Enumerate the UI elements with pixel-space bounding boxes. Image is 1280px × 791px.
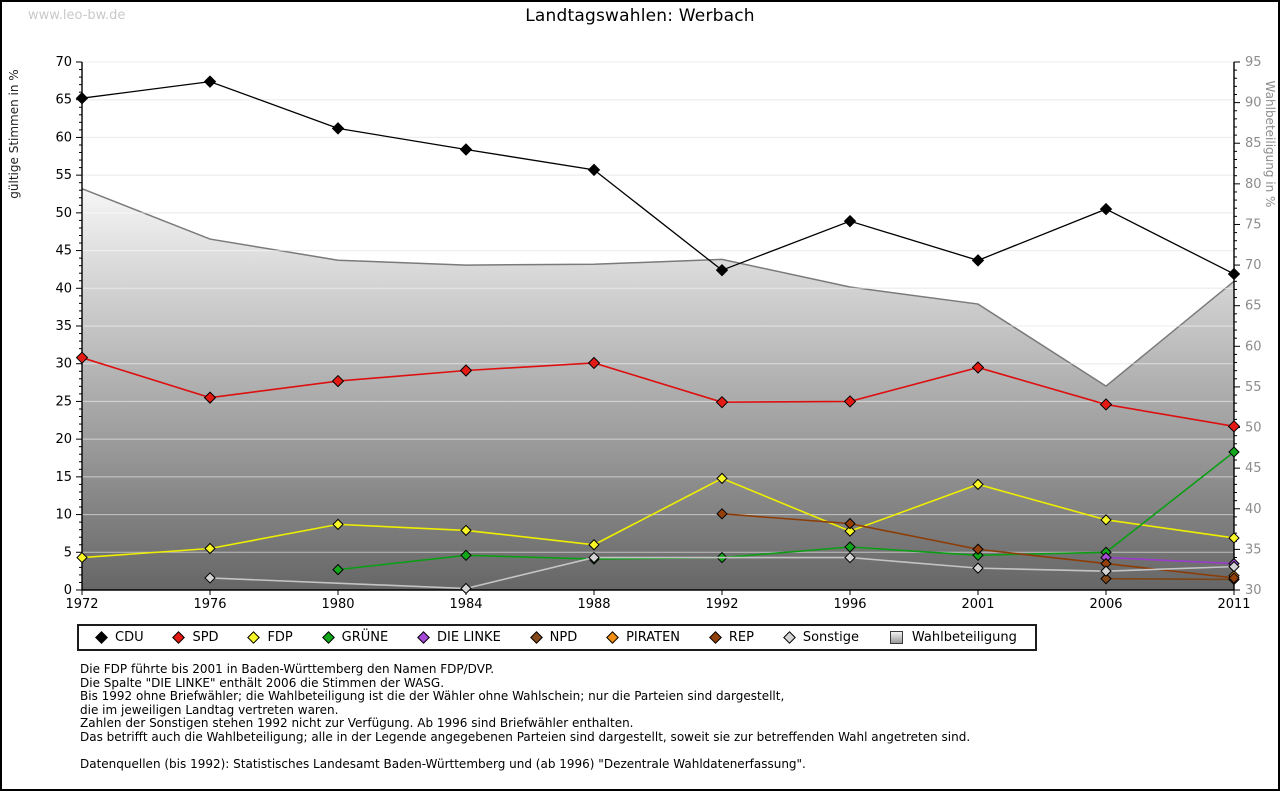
legend-item-cdu: CDU	[95, 630, 144, 645]
legend-item-fdp: FDP	[247, 630, 293, 645]
series-fdp	[76, 472, 1240, 564]
diamond-swatch-icon	[247, 631, 261, 644]
svg-text:55: 55	[1245, 380, 1262, 395]
svg-text:15: 15	[55, 470, 72, 485]
legend-label: Wahlbeteiligung	[911, 630, 1017, 645]
svg-text:1976: 1976	[193, 597, 226, 612]
diamond-swatch-icon	[95, 631, 108, 644]
series-cdu	[75, 75, 1241, 281]
legend-label: DIE LINKE	[437, 630, 501, 645]
gridlines-over	[82, 61, 1234, 553]
legend-item-gr-ne: GRÜNE	[321, 630, 389, 645]
series-sonstige	[204, 551, 1240, 595]
legend-item-npd: NPD	[529, 630, 578, 645]
diamond-swatch-icon	[529, 631, 543, 644]
svg-text:1996: 1996	[833, 597, 866, 612]
svg-text:90: 90	[1245, 96, 1262, 111]
turnout-area	[81, 188, 1235, 590]
axes: 0 5 10 15 20 25 30 35 40 45 50 55 60 65 70 30 35 40 45 50 55…	[7, 55, 1277, 612]
footnote-line: Bis 1992 ohne Briefwähler; die Wahlbetei…	[80, 689, 785, 704]
diamond-swatch-icon	[606, 631, 619, 644]
watermark: www.leo-bw.de	[28, 8, 126, 23]
legend-label: REP	[728, 630, 754, 645]
footnotes: Die FDP führte bis 2001 in Baden-Württem…	[80, 662, 971, 772]
svg-text:45: 45	[1245, 461, 1262, 476]
footnote-line: Die FDP führte bis 2001 in Baden-Württem…	[80, 662, 495, 676]
legend-item-die-linke: DIE LINKE	[417, 630, 501, 645]
svg-text:80: 80	[1245, 177, 1262, 192]
footnote-line: Datenquellen (bis 1992): Statistisches L…	[80, 757, 806, 772]
legend-item-piraten: PIRATEN	[606, 630, 681, 645]
diamond-swatch-icon	[782, 631, 796, 644]
series-rep	[716, 508, 1240, 584]
svg-text:50: 50	[1245, 421, 1262, 436]
footnote-line: Die Spalte "DIE LINKE" enthält 2006 die …	[80, 675, 445, 690]
page-title: Landtagswahlen: Werbach	[525, 6, 755, 26]
diamond-swatch-icon	[417, 631, 430, 644]
legend-item-sonstige: Sonstige	[782, 630, 860, 645]
svg-text:1988: 1988	[577, 597, 610, 612]
legend-item-rep: REP	[709, 630, 754, 645]
turnout-swatch-icon	[889, 631, 903, 644]
svg-text:30: 30	[55, 357, 72, 372]
svg-text:65: 65	[1245, 299, 1262, 314]
svg-text:40: 40	[55, 281, 72, 296]
svg-text:35: 35	[1245, 542, 1262, 557]
svg-text:50: 50	[55, 206, 72, 221]
diamond-swatch-icon	[709, 631, 722, 644]
svg-text:2011: 2011	[1217, 597, 1250, 612]
svg-text:1972: 1972	[65, 597, 98, 612]
svg-text:45: 45	[55, 244, 72, 259]
series-spd	[75, 351, 1241, 433]
election-chart: 0 5 10 15 20 25 30 35 40 45 50 55 60 65 70 30 35 40 45 50 55…	[7, 55, 1277, 612]
footnote-line: die im jeweiligen Landtag vertreten ware…	[80, 702, 339, 717]
diamond-swatch-icon	[172, 631, 186, 644]
svg-text:10: 10	[55, 508, 72, 523]
svg-text:1980: 1980	[321, 597, 354, 612]
svg-text:20: 20	[55, 432, 72, 447]
footnote-line: Zahlen der Sonstigen stehen 1992 nicht z…	[80, 716, 634, 731]
legend-label: Sonstige	[802, 630, 860, 645]
legend-label: NPD	[549, 630, 578, 645]
svg-text:70: 70	[55, 55, 72, 70]
svg-text:2006: 2006	[1089, 597, 1122, 612]
svg-text:25: 25	[55, 394, 72, 409]
legend-label: CDU	[115, 630, 144, 645]
svg-text:60: 60	[55, 130, 72, 145]
svg-text:65: 65	[55, 93, 72, 108]
svg-text:40: 40	[1245, 502, 1262, 517]
svg-text:55: 55	[55, 168, 72, 183]
right-axis-title: Wahlbeteiligung in %	[1263, 81, 1277, 208]
svg-text:95: 95	[1245, 55, 1262, 70]
svg-text:0: 0	[64, 583, 72, 598]
svg-text:75: 75	[1245, 217, 1262, 232]
svg-text:2001: 2001	[961, 597, 994, 612]
svg-text:60: 60	[1245, 339, 1262, 354]
chart-legend: CDU SPD FDP GRÜNE DIE LINKE NPD PIRATEN REP Sons…	[77, 624, 1037, 651]
left-axis-title: gültige Stimmen in %	[7, 69, 21, 198]
diamond-swatch-icon	[321, 631, 335, 644]
svg-text:1984: 1984	[449, 597, 482, 612]
legend-item-wahlbeteiligung: Wahlbeteiligung	[889, 630, 1017, 645]
svg-text:85: 85	[1245, 136, 1262, 151]
legend-label: SPD	[192, 630, 219, 645]
legend-item-spd: SPD	[172, 630, 219, 645]
legend-label: PIRATEN	[626, 630, 681, 645]
legend-label: FDP	[267, 630, 293, 645]
legend-label: GRÜNE	[341, 630, 389, 645]
svg-text:30: 30	[1245, 583, 1262, 598]
footnote-line	[80, 745, 970, 759]
svg-text:35: 35	[55, 319, 72, 334]
svg-text:70: 70	[1245, 258, 1262, 273]
footnote-line: Das betrifft auch die Wahlbeteiligung; a…	[80, 729, 971, 744]
svg-text:5: 5	[64, 545, 72, 560]
svg-text:1992: 1992	[705, 597, 738, 612]
